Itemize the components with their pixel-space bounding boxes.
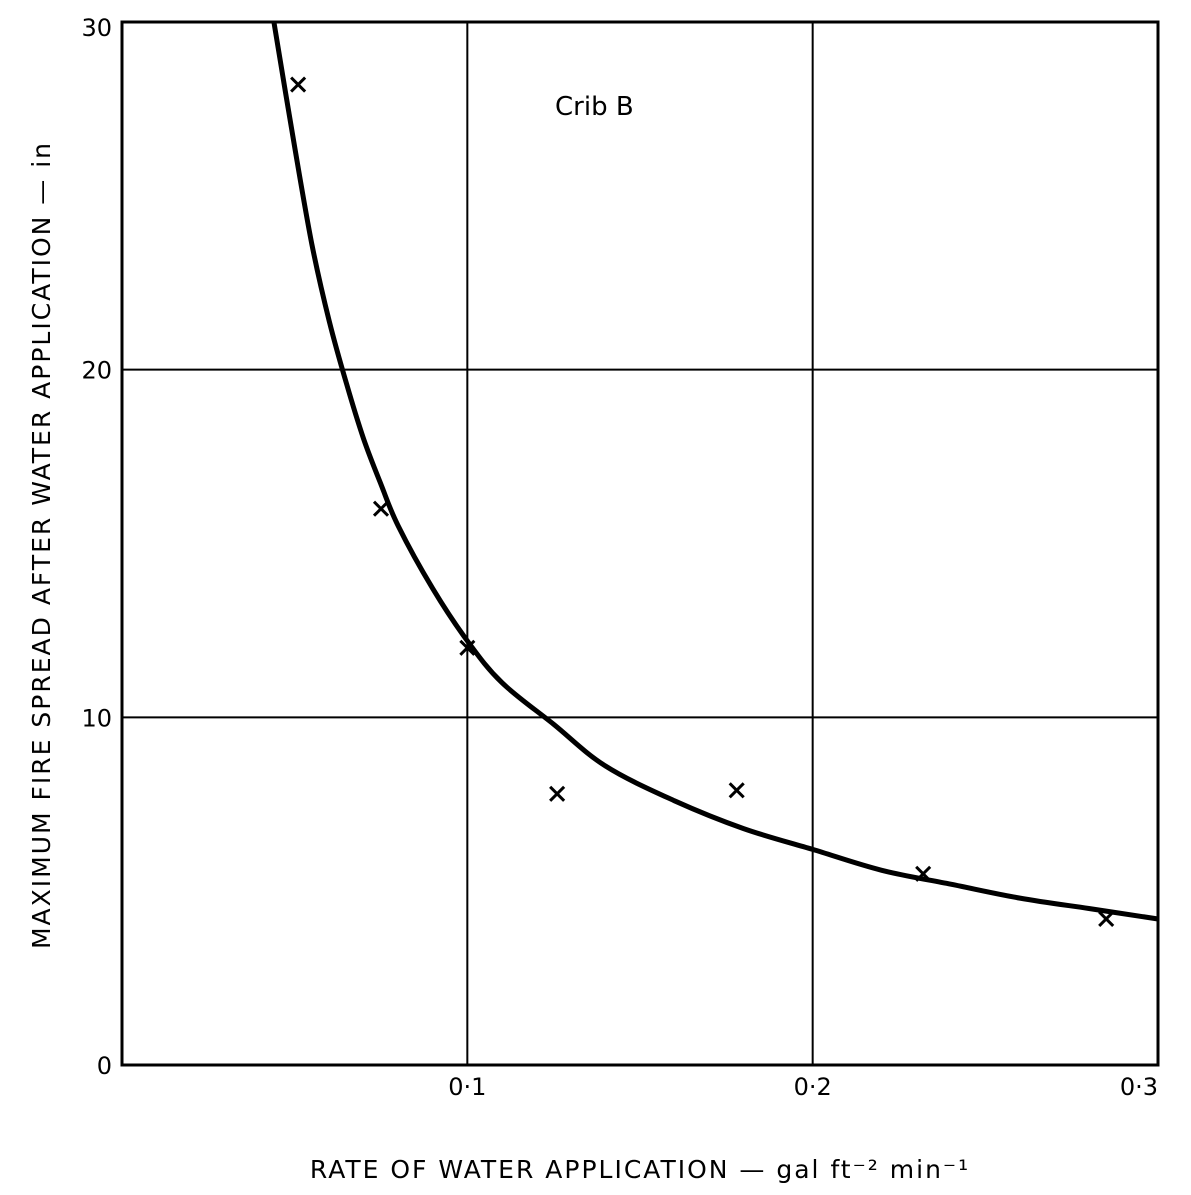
data-point-marker xyxy=(1098,910,1115,928)
x-tick-label: 0·2 xyxy=(794,1073,832,1101)
y-tick-label: 0 xyxy=(97,1052,112,1080)
x-axis-label: RATE OF WATER APPLICATION — gal ft⁻² min… xyxy=(310,1155,970,1184)
data-point-marker xyxy=(549,785,566,802)
data-point-marker xyxy=(459,639,476,656)
y-tick-label: 10 xyxy=(81,704,112,732)
data-point-marker xyxy=(290,76,307,93)
y-axis-label: MAXIMUM FIRE SPREAD AFTER WATER APPLICAT… xyxy=(27,141,56,949)
data-markers xyxy=(290,76,1115,928)
fitted-curve xyxy=(271,21,1159,922)
y-tick-label: 30 xyxy=(81,14,112,42)
grid xyxy=(122,21,1159,1066)
data-point-marker xyxy=(728,782,745,799)
crib-annotation: Crib B xyxy=(555,92,634,122)
y-tick-labels: 0 10 20 30 xyxy=(81,14,112,1080)
x-tick-label: 0·3 xyxy=(1120,1073,1158,1101)
y-tick-label: 20 xyxy=(81,357,112,385)
data-point-marker xyxy=(915,865,932,882)
x-tick-labels: 0·1 0·2 0·3 xyxy=(448,1073,1158,1101)
plot-frame xyxy=(120,20,1160,1067)
data-point-marker xyxy=(372,500,390,517)
x-tick-label: 0·1 xyxy=(448,1073,486,1101)
